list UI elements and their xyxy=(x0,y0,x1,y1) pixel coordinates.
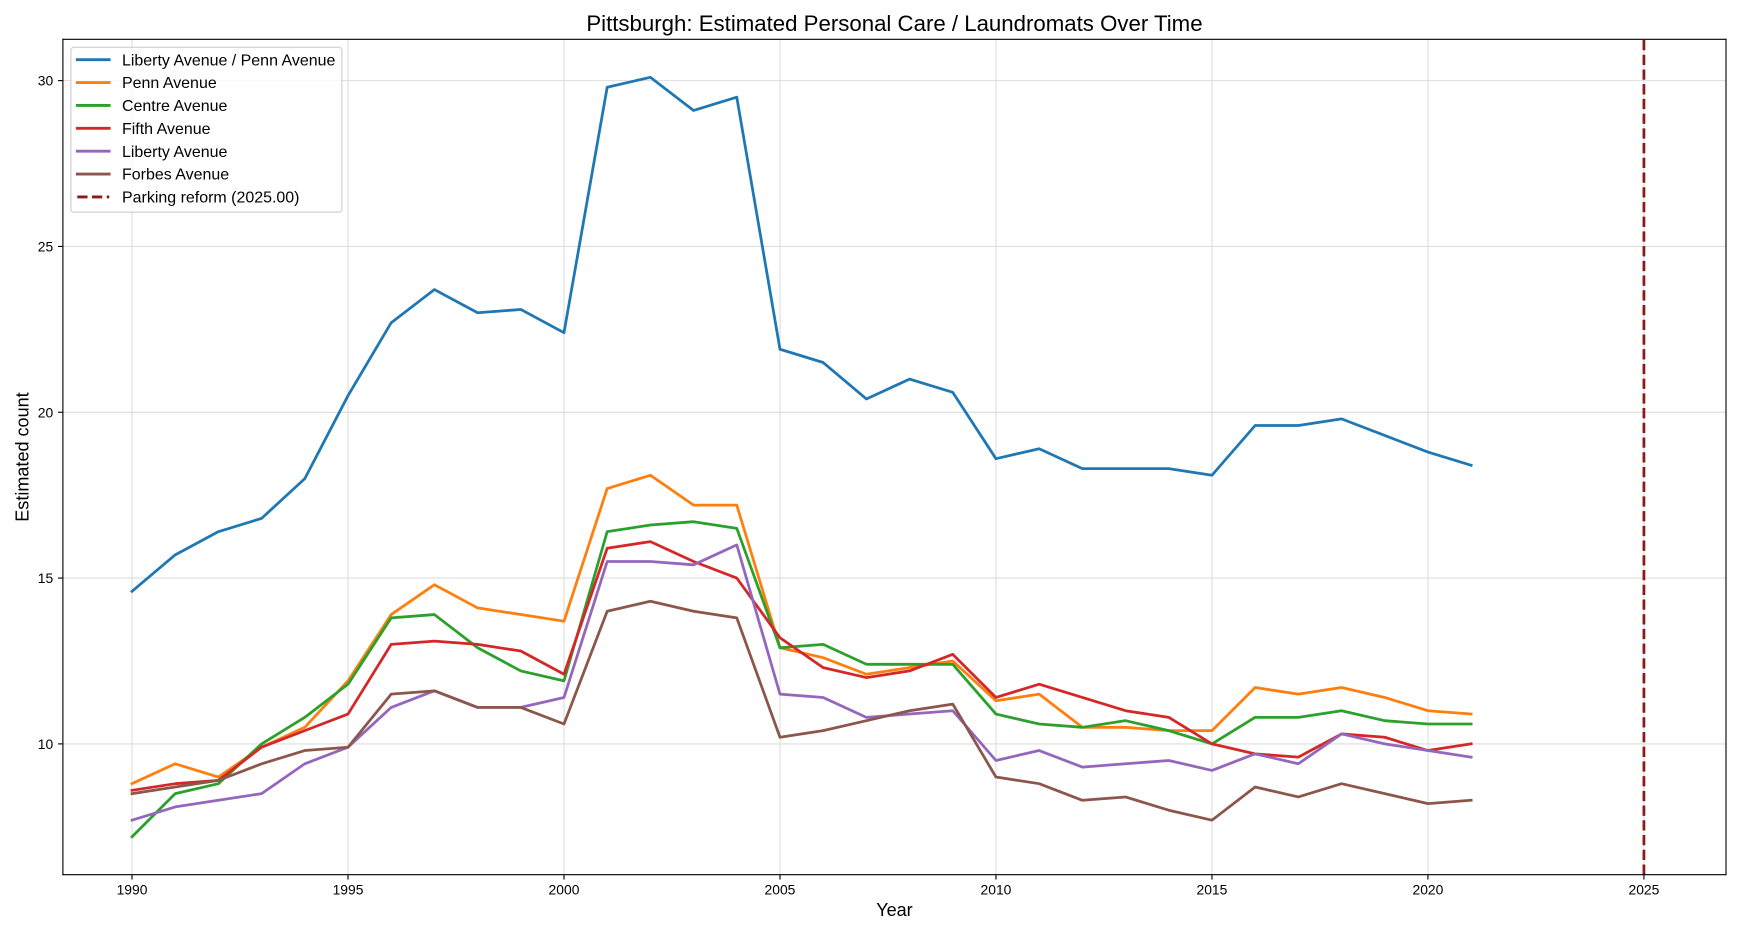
svg-text:Fifth Avenue: Fifth Avenue xyxy=(122,121,211,138)
svg-text:2025: 2025 xyxy=(1628,882,1659,898)
svg-text:2015: 2015 xyxy=(1197,882,1228,898)
svg-text:1990: 1990 xyxy=(117,882,148,898)
svg-text:2010: 2010 xyxy=(981,882,1012,898)
svg-text:Liberty Avenue: Liberty Avenue xyxy=(122,144,227,161)
svg-text:15: 15 xyxy=(38,570,54,586)
svg-text:10: 10 xyxy=(38,736,54,752)
svg-text:1995: 1995 xyxy=(333,882,364,898)
svg-text:Forbes Avenue: Forbes Avenue xyxy=(122,167,229,184)
svg-text:Liberty Avenue / Penn Avenue: Liberty Avenue / Penn Avenue xyxy=(122,52,336,69)
svg-text:2000: 2000 xyxy=(549,882,580,898)
svg-text:20: 20 xyxy=(38,404,54,420)
svg-text:Centre Avenue: Centre Avenue xyxy=(122,98,227,115)
svg-text:2020: 2020 xyxy=(1413,882,1444,898)
svg-text:25: 25 xyxy=(38,238,54,254)
svg-text:Pittsburgh: Estimated Personal: Pittsburgh: Estimated Personal Care / La… xyxy=(586,11,1202,36)
svg-text:30: 30 xyxy=(38,73,54,89)
svg-text:2005: 2005 xyxy=(765,882,796,898)
svg-text:Penn Avenue: Penn Avenue xyxy=(122,75,217,92)
svg-text:Parking reform (2025.00): Parking reform (2025.00) xyxy=(122,190,300,207)
svg-text:Estimated count: Estimated count xyxy=(12,392,32,521)
svg-text:Year: Year xyxy=(876,900,912,920)
